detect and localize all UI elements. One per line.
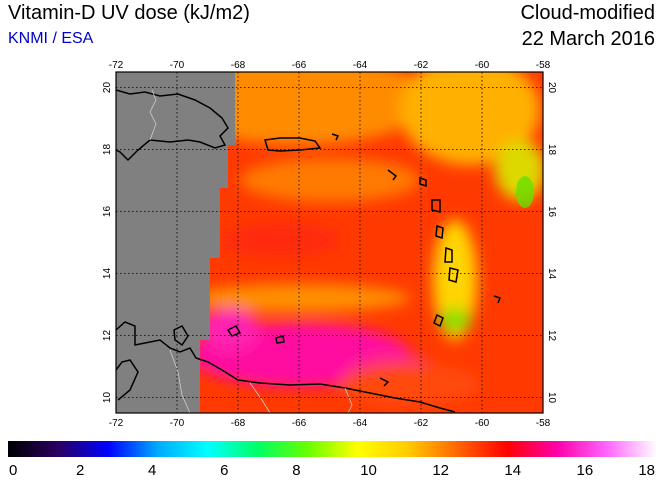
colorbar — [8, 441, 657, 457]
colorbar-tick-label: 14 — [504, 462, 521, 479]
organization-label: KNMI / ESA — [8, 30, 94, 47]
lat-tick-label-right: 16 — [546, 206, 557, 218]
lat-tick-label-left: 18 — [102, 144, 113, 156]
colorbar-tick-label: 0 — [9, 462, 17, 479]
colorbar-tick-label: 10 — [360, 462, 377, 479]
lon-tick-label-top: -62 — [414, 60, 429, 71]
lat-tick-label-right: 14 — [546, 268, 557, 280]
colorbar-tick-label: 18 — [638, 462, 655, 479]
lon-tick-label-bottom: -60 — [475, 418, 490, 429]
lat-tick-label-right: 10 — [546, 392, 557, 404]
borders — [149, 89, 353, 413]
coastlines — [116, 89, 501, 413]
lon-tick-label-top: -70 — [170, 60, 185, 71]
lat-tick-label-left: 12 — [102, 330, 113, 342]
lon-tick-label-top: -64 — [353, 60, 368, 71]
lat-tick-label-right: 18 — [546, 144, 557, 156]
lat-tick-label-left: 14 — [102, 268, 113, 280]
lon-tick-label-bottom: -66 — [292, 418, 307, 429]
lon-tick-label-bottom: -64 — [353, 418, 368, 429]
date-label: 22 March 2016 — [521, 28, 655, 50]
colorbar-tick-label: 8 — [292, 462, 300, 479]
lon-tick-label-top: -60 — [475, 60, 490, 71]
colorbar-tick-label: 16 — [577, 462, 594, 479]
lon-tick-label-bottom: -70 — [170, 418, 185, 429]
axis-labels: -72 -72 -70 -70 -68 -68 -66 -66 -64 -64 -62 -62 -60 -… — [102, 60, 557, 429]
lon-tick-label-top: -72 — [109, 60, 124, 71]
lon-tick-label-top: -66 — [292, 60, 307, 71]
lat-tick-label-right: 12 — [546, 330, 557, 342]
lat-tick-label-right: 20 — [546, 82, 557, 94]
lon-tick-label-top: -68 — [231, 60, 246, 71]
uv-dose-field — [116, 72, 543, 413]
map-title: Vitamin-D UV dose (kJ/m2) — [8, 2, 250, 24]
lat-tick-label-left: 16 — [102, 206, 113, 218]
lon-tick-label-top: -58 — [536, 60, 551, 71]
colorbar-tick-label: 4 — [148, 462, 156, 479]
lon-tick-label-bottom: -72 — [109, 418, 124, 429]
lon-tick-label-bottom: -62 — [414, 418, 429, 429]
map-frame — [115, 71, 544, 414]
product-label: Cloud-modified — [520, 2, 655, 24]
colorbar-tick-label: 2 — [76, 462, 84, 479]
lat-tick-label-left: 10 — [102, 392, 113, 404]
lat-tick-label-left: 20 — [102, 82, 113, 94]
no-data-region — [116, 72, 235, 413]
colorbar-ticks: 0 2 4 6 8 10 12 14 16 18 — [9, 462, 655, 479]
colorbar-tick-label: 6 — [220, 462, 228, 479]
lon-tick-label-bottom: -58 — [536, 418, 551, 429]
lon-tick-label-bottom: -68 — [231, 418, 246, 429]
colorbar-tick-label: 12 — [432, 462, 449, 479]
